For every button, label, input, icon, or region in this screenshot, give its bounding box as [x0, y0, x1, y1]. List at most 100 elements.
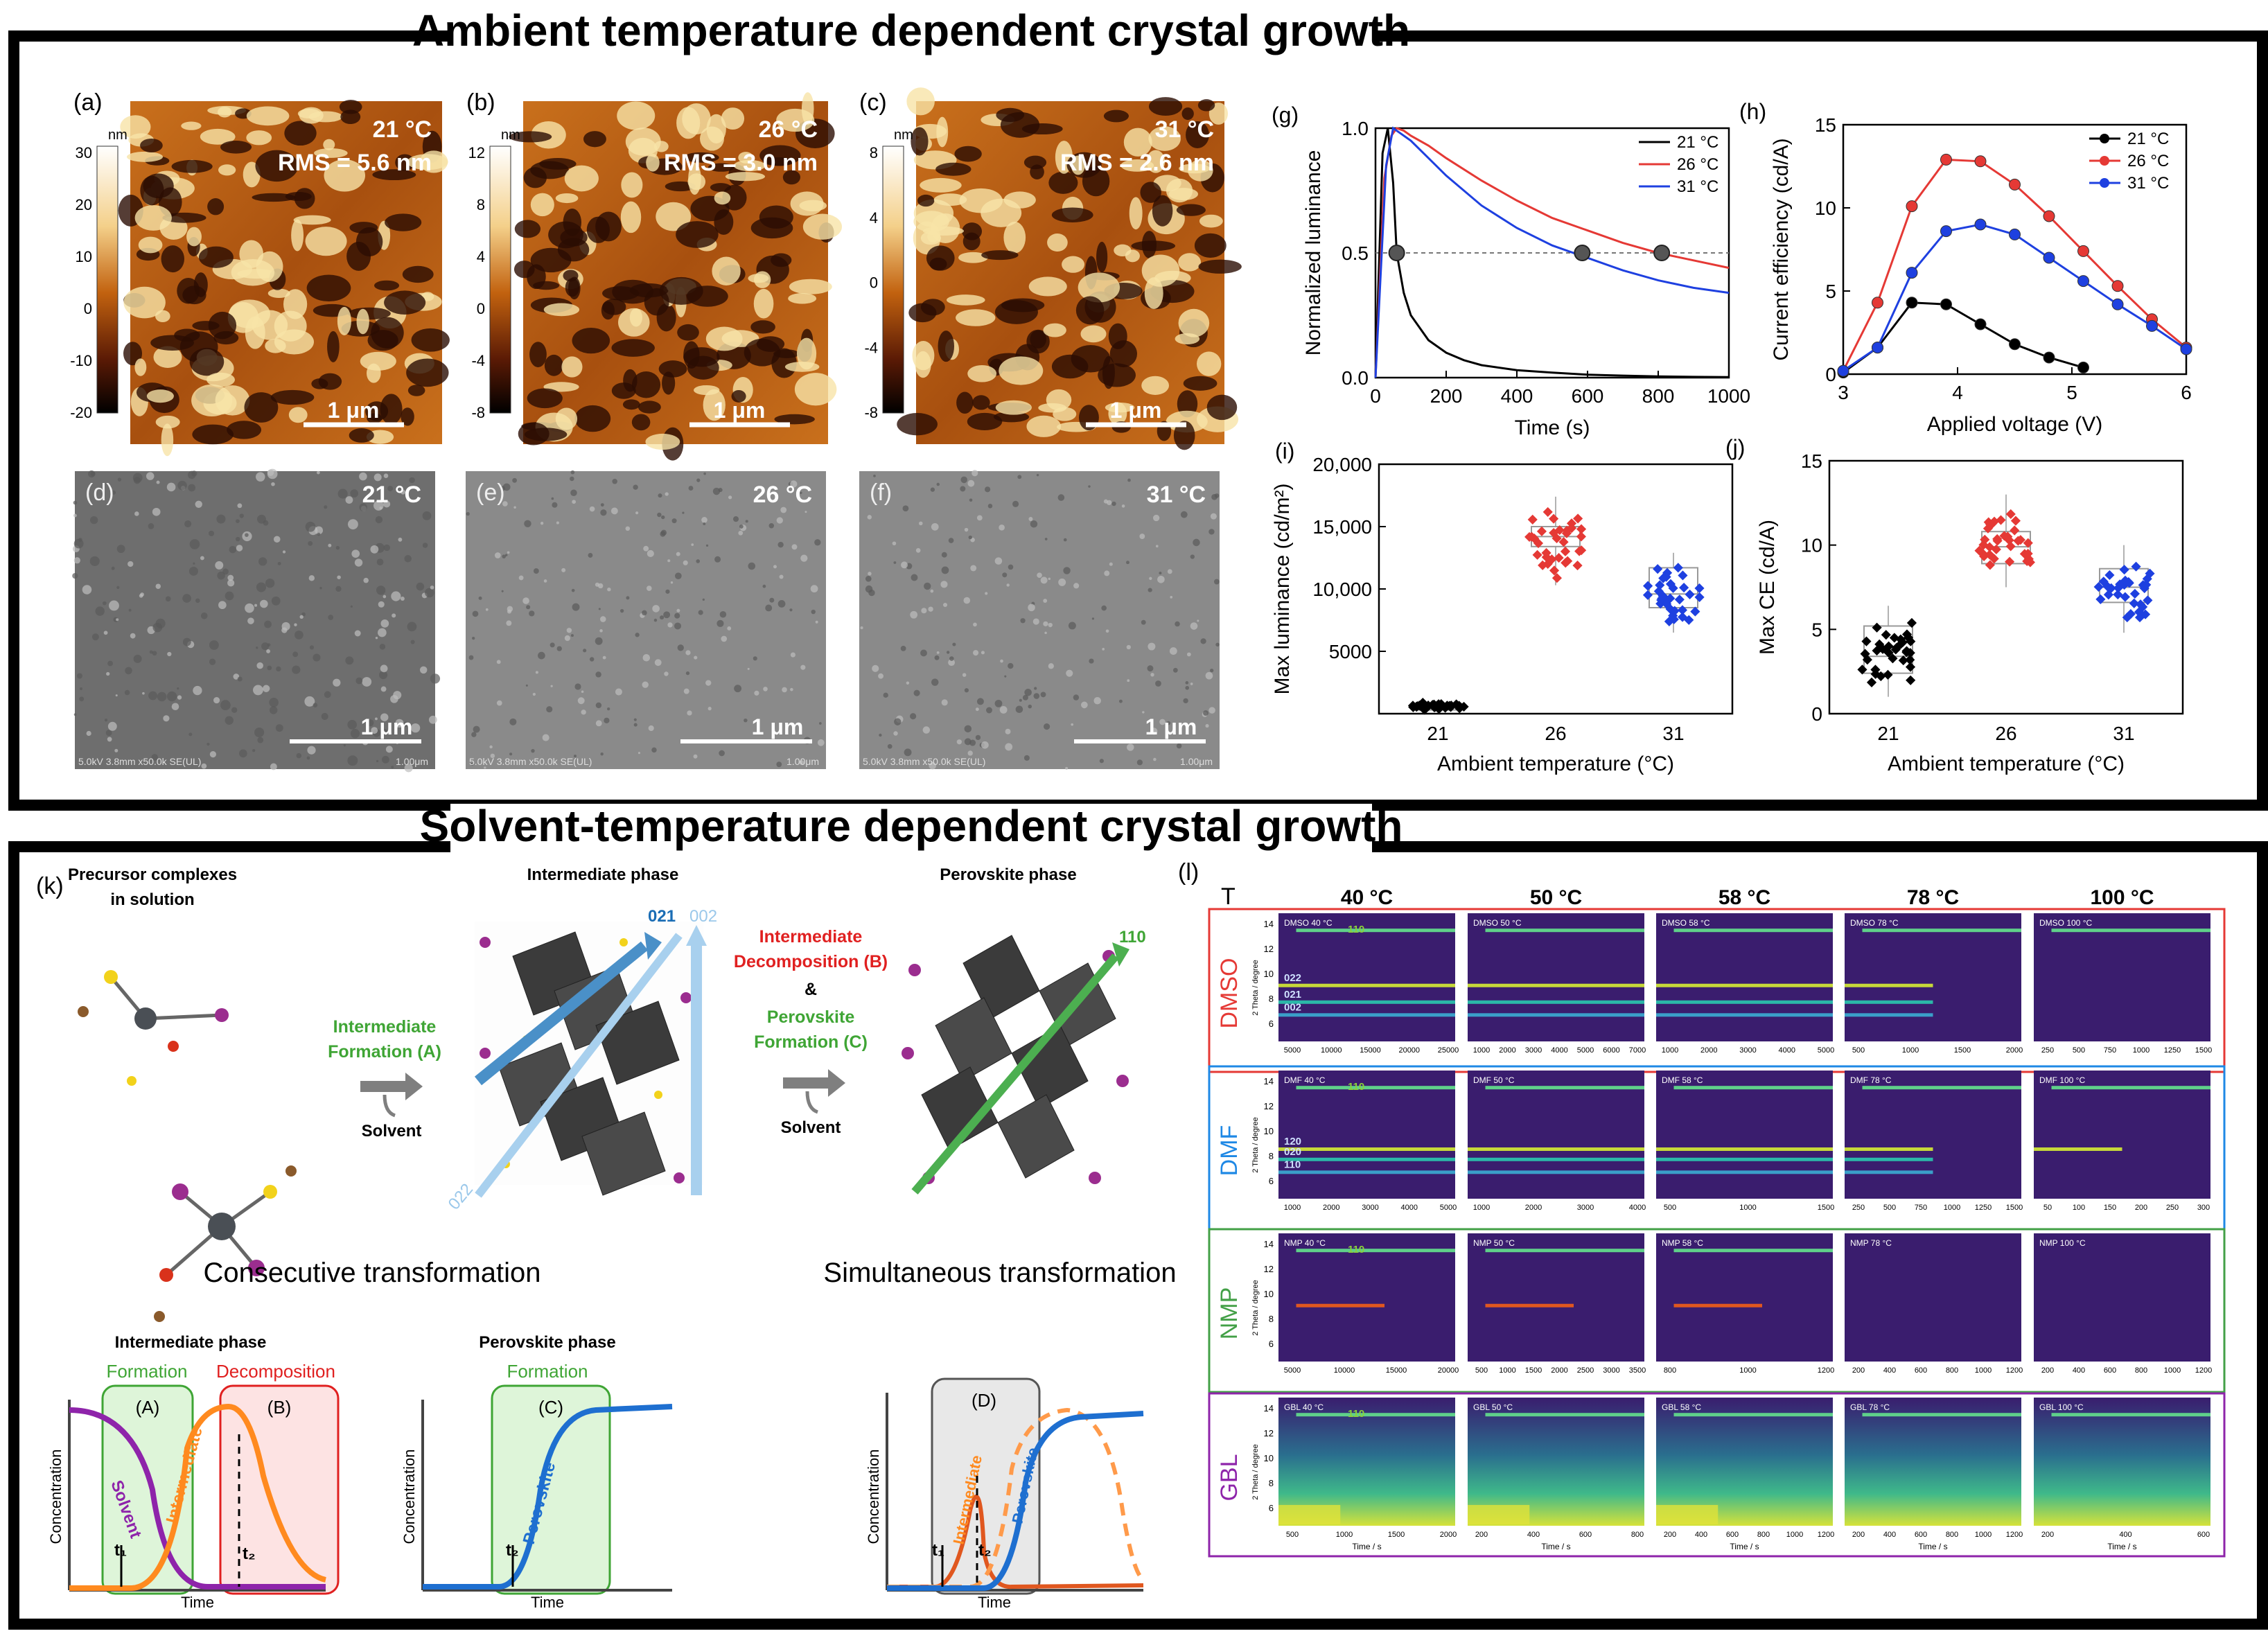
sem-texture — [359, 503, 367, 511]
sem-texture — [817, 739, 825, 746]
sem-texture — [385, 746, 393, 753]
afm-texture-blob — [683, 152, 719, 163]
afm-texture-blob — [676, 107, 701, 139]
sem-texture — [777, 541, 784, 548]
colorbar-tick: -8 — [471, 404, 485, 421]
sem-texture — [1149, 576, 1152, 581]
heatmap-image — [1845, 1398, 2021, 1526]
sem-texture — [1186, 652, 1191, 657]
sem-texture — [1044, 723, 1051, 730]
sem-texture — [1028, 704, 1032, 709]
sem-texture — [1058, 578, 1066, 586]
sem-texture — [934, 655, 940, 660]
diffraction-line — [1278, 1170, 1455, 1174]
sem-texture — [273, 536, 281, 543]
sem-texture — [236, 545, 243, 552]
sem-texture — [383, 473, 389, 479]
colorbar-unit: nm — [108, 127, 128, 143]
panel-tag: NMP 58 °C — [1662, 1238, 1703, 1248]
sem-texture — [625, 526, 631, 531]
sem-texture — [930, 487, 935, 492]
panel-l-label: (l) — [1178, 859, 1199, 886]
y-tick-label: 12 — [1264, 1428, 1274, 1438]
sem-texture — [471, 762, 474, 766]
sem-texture — [237, 503, 243, 509]
data-point — [1872, 297, 1883, 309]
afm-texture-blob — [155, 415, 180, 429]
sem-texture — [1208, 529, 1215, 535]
x-axis-label: Time / s — [1541, 1542, 1570, 1551]
x-tick-label: 1000 — [1707, 385, 1750, 407]
sem-texture — [981, 651, 985, 655]
diffraction-line — [1485, 1413, 1644, 1417]
sem-texture — [1176, 743, 1182, 749]
x-axis-label: Ambient temperature (°C) — [1437, 752, 1674, 775]
colorbar-tick: 0 — [84, 300, 92, 317]
schematic-3-xlabel: Time — [978, 1594, 1011, 1611]
sem-texture — [152, 622, 163, 633]
x-tick-label: 200 — [2135, 1204, 2147, 1212]
afm-texture-blob — [182, 285, 206, 305]
afm-texture-blob — [305, 227, 347, 256]
sem-texture — [694, 655, 698, 660]
sem-texture — [879, 733, 882, 737]
sem-texture — [265, 578, 275, 588]
y-tick-label: 10 — [1801, 535, 1822, 556]
sem-texture — [261, 642, 270, 651]
sem-texture — [379, 507, 383, 510]
schematic-2-title: Perovskite phase — [479, 1333, 615, 1352]
sem-texture — [811, 609, 816, 615]
sem-footer: 5.0kV 3.8mm x50.0k SE(UL) — [469, 756, 592, 767]
sem-texture — [506, 620, 512, 626]
sem-texture — [171, 703, 179, 711]
x-tick-label: 2000 — [2006, 1046, 2023, 1055]
sem-texture — [1023, 755, 1030, 761]
afm-texture-blob — [371, 317, 404, 349]
series-line-2 — [1374, 126, 1730, 378]
sem-texture — [936, 482, 940, 486]
sem-texture — [972, 470, 978, 477]
sem-texture — [430, 673, 441, 684]
sem-texture — [253, 685, 263, 696]
sem-texture — [155, 583, 161, 589]
sem-texture — [550, 642, 555, 648]
x-tick-label: 21 — [1877, 723, 1899, 744]
sem-texture — [502, 501, 508, 507]
sem-texture — [776, 517, 783, 524]
region-b — [219, 1384, 340, 1595]
sem-texture — [271, 596, 281, 606]
sem-texture — [661, 515, 665, 520]
heatmap-image — [1845, 913, 2021, 1041]
diffraction-line — [1296, 1303, 1384, 1307]
schematic-1-formation: Formation — [106, 1361, 187, 1382]
afm-texture-blob — [140, 139, 163, 152]
sem-texture — [570, 476, 574, 482]
colorbar-tick: 0 — [870, 274, 878, 292]
sem-texture — [600, 509, 607, 516]
schematic-1-ylabel: Concentration — [47, 1450, 64, 1544]
sem-texture — [602, 655, 606, 660]
sem-texture — [696, 478, 701, 482]
y-tick-label: 0.5 — [1342, 243, 1369, 264]
sem-texture — [651, 747, 657, 753]
sem-texture — [1030, 520, 1038, 528]
sem-texture — [963, 597, 971, 604]
sem-texture — [805, 511, 807, 513]
sem-texture — [301, 612, 306, 617]
sem-texture — [1210, 513, 1217, 520]
diffraction-line — [1468, 1000, 1644, 1004]
x-tick-label: 800 — [1664, 1366, 1676, 1375]
afm-texture-blob — [967, 412, 1003, 430]
x-axis-label: Ambient temperature (°C) — [1888, 752, 2125, 775]
afm-texture-blob — [962, 232, 981, 251]
sem-texture — [635, 511, 639, 515]
sem-texture — [1034, 687, 1037, 690]
afm-texture-blob — [291, 219, 304, 252]
afm-texture-blob — [514, 220, 541, 238]
sem-texture — [790, 687, 793, 692]
sem-texture — [975, 707, 979, 712]
sem-texture — [595, 671, 601, 678]
sem-texture — [522, 597, 529, 604]
afm-panel-0: (a) 21 °C RMS = 5.6 nm 1 μm nm 30 20 10 0 -10 -20 — [70, 89, 450, 457]
